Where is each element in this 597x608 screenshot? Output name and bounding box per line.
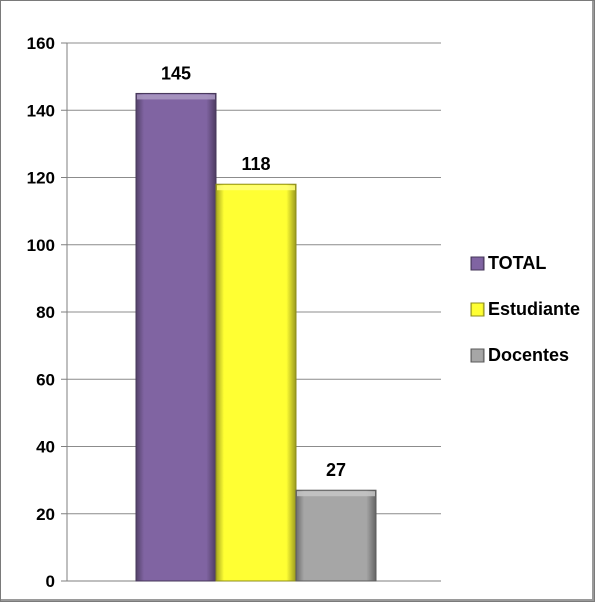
legend-label: Estudiante [488, 299, 580, 319]
y-tick-label: 20 [36, 505, 55, 524]
data-label: 145 [161, 63, 191, 83]
bars [135, 92, 377, 582]
legend-label: Docentes [488, 345, 569, 365]
bar [135, 92, 217, 582]
legend-item-estudiante: Estudiante [470, 299, 580, 319]
bar [295, 489, 377, 582]
legend-swatch [470, 302, 485, 317]
y-tick-label: 40 [36, 438, 55, 457]
bar-bevel [297, 491, 375, 497]
legend-label: TOTAL [488, 253, 546, 273]
data-label: 118 [241, 154, 270, 174]
legend-item-docentes: Docentes [470, 345, 569, 365]
bar-docentes [295, 489, 377, 582]
y-tick-label: 80 [36, 303, 55, 322]
data-label: 27 [326, 460, 346, 480]
y-tick-label: 120 [27, 169, 55, 188]
bar-total [135, 92, 217, 582]
legend: TOTAL Estudiante Docentes [470, 253, 580, 365]
bar-estudiante [215, 183, 297, 582]
bar-bevel [217, 185, 295, 191]
legend-swatch [470, 256, 485, 271]
y-tick-label: 60 [36, 370, 55, 389]
legend-swatch [470, 348, 485, 363]
legend-item-total: TOTAL [470, 253, 546, 273]
y-axis: 0 20 40 60 80 100 120 140 160 [27, 34, 441, 591]
bar [215, 183, 297, 582]
y-tick-label: 100 [27, 236, 55, 255]
y-tick-label: 140 [27, 101, 55, 120]
y-tick-label: 160 [27, 34, 55, 53]
y-tick-label: 0 [46, 572, 55, 591]
data-labels: 145 118 27 [161, 63, 346, 480]
bar-bevel [137, 94, 215, 100]
